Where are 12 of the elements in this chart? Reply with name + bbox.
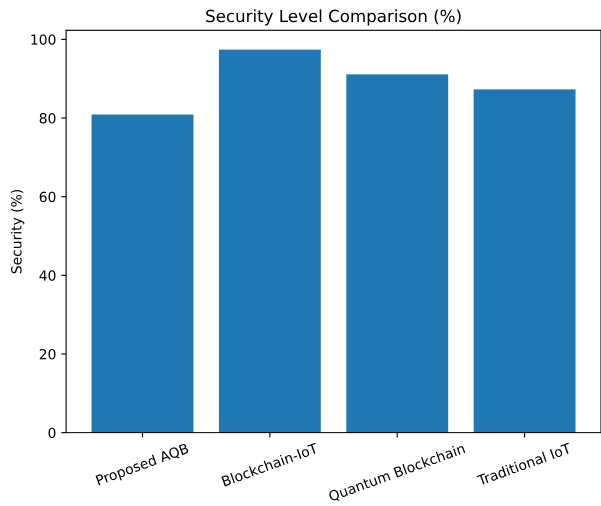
y-tick-label: 80 (40, 113, 56, 124)
y-axis-title: Security (%) (10, 190, 24, 274)
bar (474, 89, 576, 433)
y-tick-label: 60 (40, 192, 56, 202)
bar (346, 74, 448, 433)
y-tick-label: 100 (31, 34, 56, 45)
bar (92, 114, 194, 433)
y-tick-label: 20 (40, 348, 56, 360)
y-tick-label: 40 (39, 270, 56, 281)
chart-title: Security Level Comparison (%) (206, 9, 461, 26)
bar (218, 50, 321, 433)
y-tick-label: 0 (48, 428, 56, 438)
